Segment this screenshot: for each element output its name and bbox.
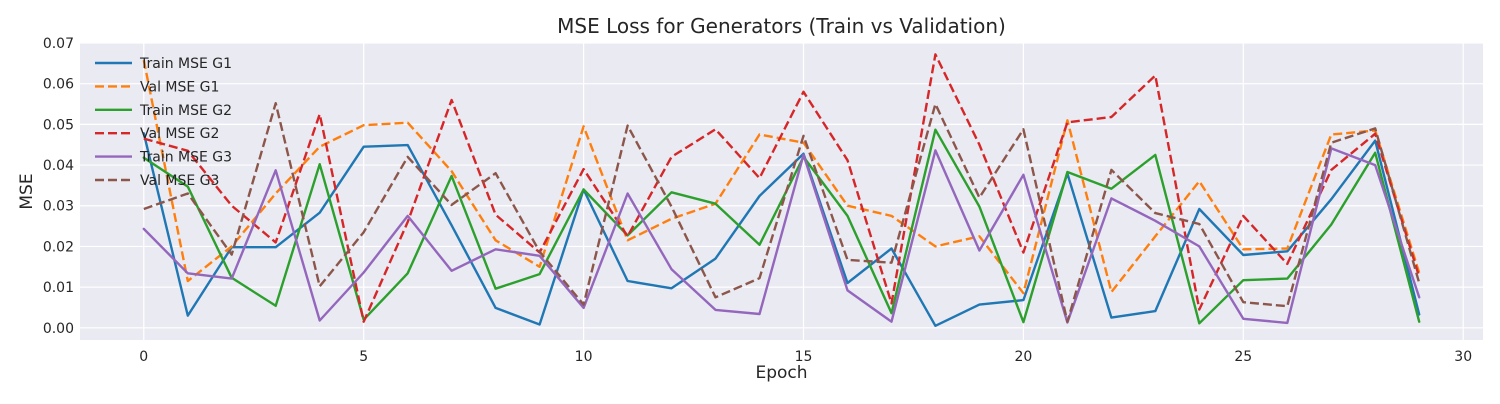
legend: Train MSE G1 Val MSE G1 Train MSE G2 Val MS…	[95, 56, 232, 189]
x-tick-label: 30	[1454, 349, 1472, 365]
x-tick-label: 10	[575, 349, 593, 365]
legend-label: Val MSE G2	[140, 126, 219, 142]
legend-label: Train MSE G2	[139, 103, 232, 119]
y-tick-label: 0.06	[43, 77, 74, 93]
y-tick-label: 0.04	[43, 158, 74, 174]
y-axis-label: MSE	[17, 173, 37, 209]
legend-label: Val MSE G1	[140, 79, 219, 95]
legend-label: Train MSE G1	[139, 56, 232, 72]
y-tick-label: 0.05	[43, 117, 74, 133]
series-line	[143, 53, 1421, 323]
series-line	[142, 147, 1421, 325]
series-line	[143, 101, 1421, 323]
x-axis-label: Epoch	[755, 363, 807, 383]
y-tick-label: 0.00	[43, 321, 74, 337]
tick-labels: 0 5 10 15 20 25 30 0.00 0.01 0.02 0.03 0.04 0.05 0.06…	[43, 36, 1472, 365]
x-tick-label: 25	[1234, 349, 1252, 365]
y-tick-label: 0.02	[43, 239, 74, 255]
series-line	[142, 132, 1421, 327]
plot-area	[80, 43, 1483, 340]
series-lines	[142, 53, 1421, 327]
y-tick-label: 0.01	[43, 280, 74, 296]
legend-label: Val MSE G3	[140, 173, 219, 189]
x-tick-label: 15	[795, 349, 813, 365]
y-tick-label: 0.03	[43, 199, 74, 215]
x-tick-label: 0	[139, 349, 148, 365]
x-tick-label: 5	[359, 349, 368, 365]
series-line	[142, 59, 1421, 295]
y-tick-label: 0.07	[43, 36, 74, 52]
series-line	[142, 128, 1421, 325]
gridlines	[80, 42, 1483, 340]
x-tick-label: 20	[1014, 349, 1032, 365]
legend-label: Train MSE G3	[139, 150, 232, 166]
chart-title: MSE Loss for Generators (Train vs Valida…	[557, 14, 1006, 38]
